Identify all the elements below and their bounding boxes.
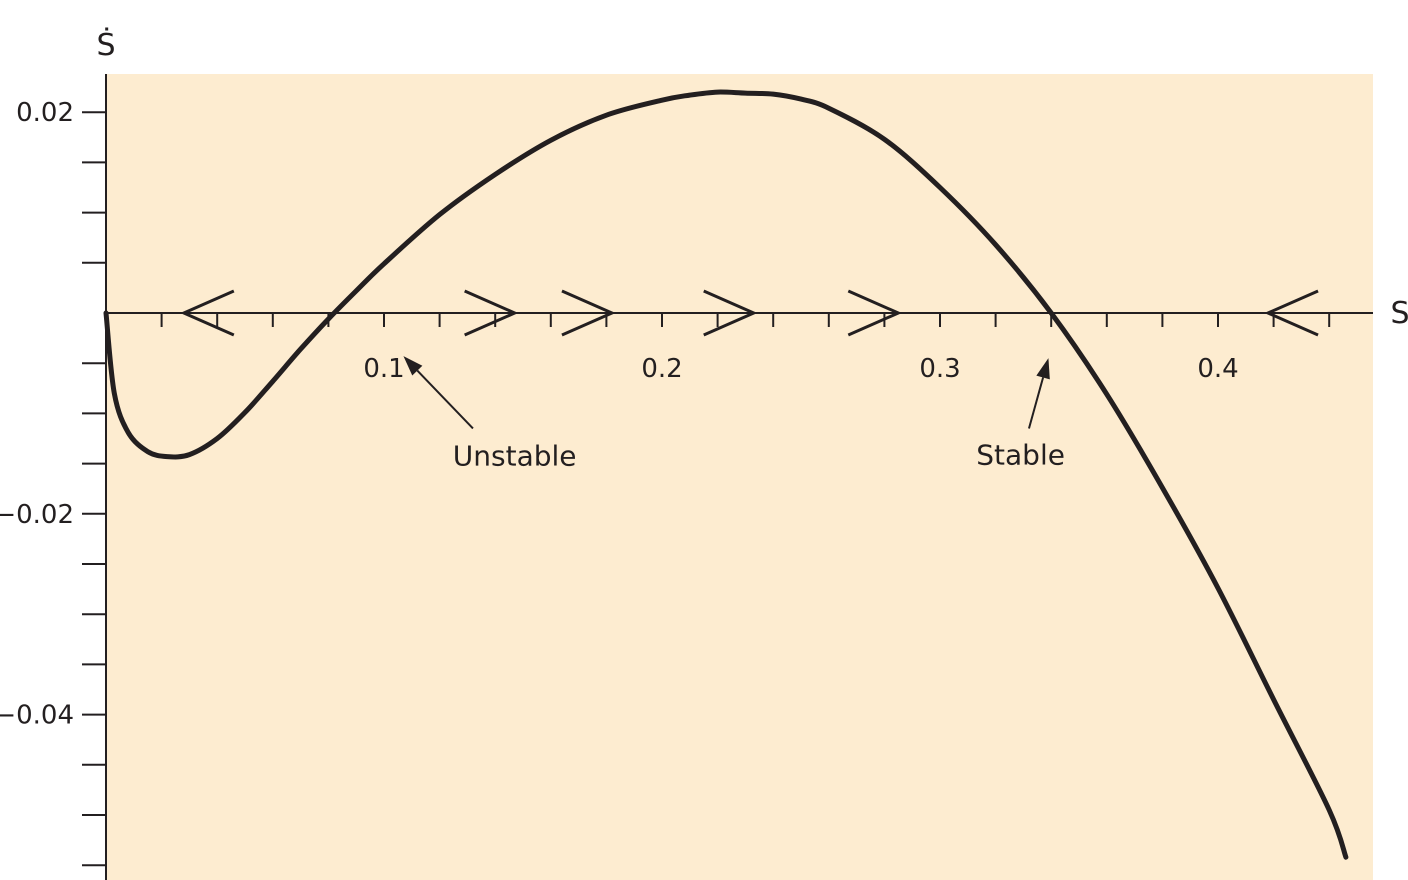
x-axis-label: S [1390,296,1408,331]
annotation-arrowhead-stable [1036,358,1050,380]
annotations: Unstable Stable [403,356,1065,473]
x-tick-label: 0.2 [641,354,682,384]
x-axis-ticks: 0.1 0.2 0.3 0.4 [160,313,1331,384]
annotation-unstable: Unstable [453,440,577,473]
x-tick-label: 0.3 [919,354,960,384]
flow-arrow-right [464,289,519,337]
y-axis-label: Ṡ [96,26,115,63]
flow-arrow-right [703,289,758,337]
annotation-arrow-stable [1027,377,1045,429]
x-tick-label: 0.1 [363,354,404,384]
y-axis-ticks: 0.02 −0.02 −0.04 [0,98,106,867]
flow-arrow-right [847,289,903,337]
series-line [103,89,1349,860]
flow-arrow-left [180,289,235,337]
flow-arrow-right [561,289,616,337]
y-tick-label: −0.02 [0,500,74,530]
plot-background [106,74,1373,880]
annotation-stable: Stable [976,439,1065,472]
y-tick-label: −0.04 [0,701,74,731]
x-tick-label: 0.4 [1197,354,1238,384]
flow-arrow-left [1264,289,1319,337]
flow-arrows [180,289,1319,337]
y-tick-label: 0.02 [16,98,74,128]
annotation-arrow-unstable [416,369,474,430]
annotation-arrowhead-unstable [403,356,423,376]
